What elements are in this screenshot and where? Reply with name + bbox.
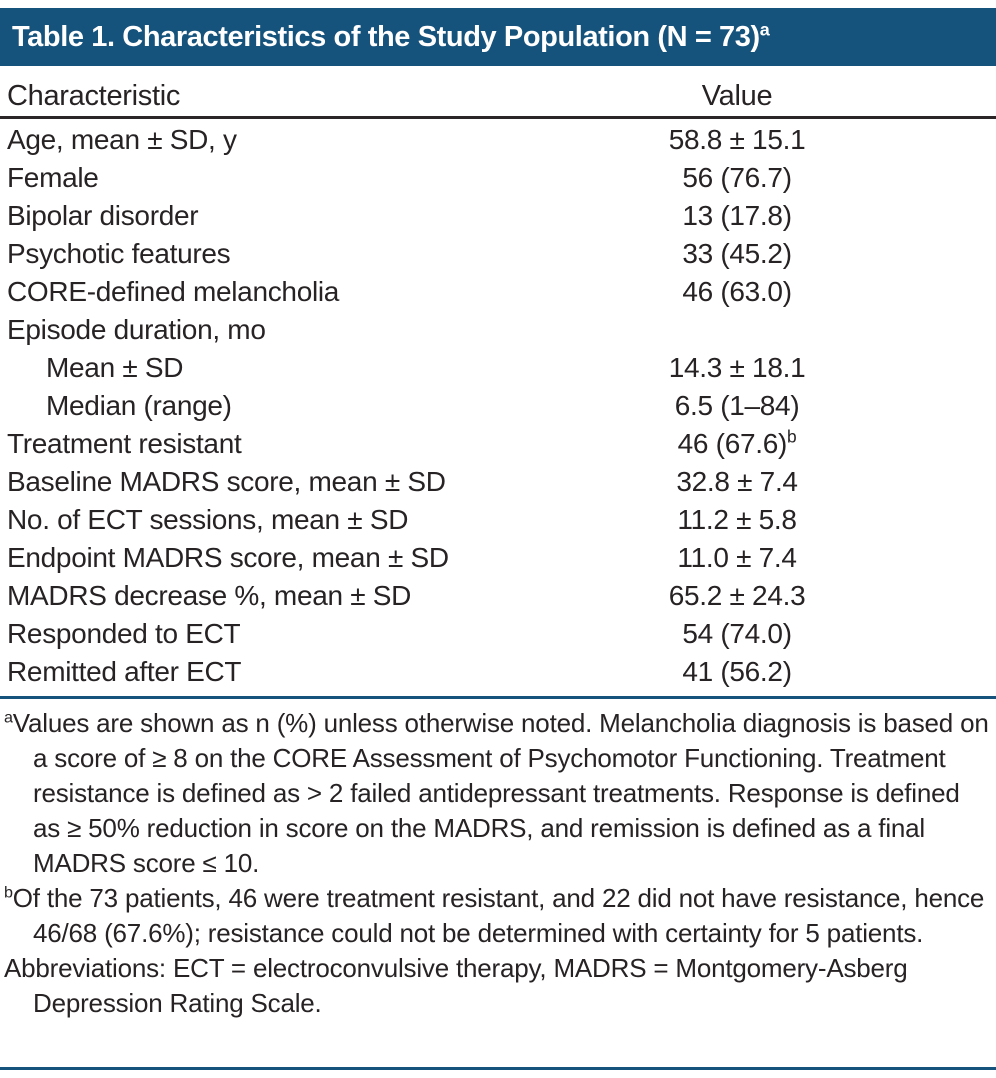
- footnote-marker: a: [4, 708, 13, 727]
- footnote-a: aValues are shown as n (%) unless otherw…: [4, 708, 989, 878]
- row-value: 54 (74.0): [682, 618, 792, 649]
- row-value: 65.2 ± 24.3: [668, 580, 806, 611]
- row-value: 46 (67.6)b: [677, 426, 797, 459]
- row-value: 33 (45.2): [682, 238, 792, 269]
- table-row: Episode duration, mo: [0, 311, 996, 349]
- row-value: 46 (63.0): [682, 276, 792, 307]
- table-title: Table 1. Characteristics of the Study Po…: [12, 21, 760, 53]
- table-body: Age, mean ± SD, y 58.8 ± 15.1 Female 56 (76…: [0, 121, 996, 691]
- row-value: 11.2 ± 5.8: [677, 504, 797, 535]
- column-header-value: Value: [701, 79, 773, 112]
- table-row: Psychotic features 33 (45.2): [0, 235, 996, 273]
- table-row: Treatment resistant 46 (67.6)b: [0, 425, 996, 463]
- table-row: Baseline MADRS score, mean ± SD 32.8 ± 7.…: [0, 463, 996, 501]
- footnotes: aValues are shown as n (%) unless otherw…: [4, 706, 992, 1021]
- table-title-footnote-marker: a: [759, 19, 770, 40]
- column-header-characteristic: Characteristic: [7, 79, 181, 112]
- row-label: Endpoint MADRS score, mean ± SD: [7, 542, 449, 573]
- bottom-border: [0, 1067, 996, 1070]
- abbreviations-note: Abbreviations: ECT = electroconvulsive t…: [4, 953, 908, 1018]
- table-row: Age, mean ± SD, y 58.8 ± 15.1: [0, 121, 996, 159]
- row-label: CORE-defined melancholia: [7, 276, 340, 307]
- row-label: Episode duration, mo: [7, 314, 266, 345]
- row-label: Mean ± SD: [46, 352, 184, 383]
- table-row: Bipolar disorder 13 (17.8): [0, 197, 996, 235]
- row-value: 41 (56.2): [682, 656, 792, 687]
- row-label: Baseline MADRS score, mean ± SD: [7, 466, 446, 497]
- row-value: 32.8 ± 7.4: [676, 466, 798, 497]
- table-row: Responded to ECT 54 (74.0): [0, 615, 996, 653]
- table-row: Remitted after ECT 41 (56.2): [0, 653, 996, 691]
- footnote-b: bOf the 73 patients, 46 were treatment r…: [4, 883, 985, 948]
- row-label: Psychotic features: [7, 238, 231, 269]
- row-label: Bipolar disorder: [7, 200, 199, 231]
- header-divider: [0, 116, 996, 119]
- row-value: 58.8 ± 15.1: [668, 124, 806, 155]
- table-row: Female 56 (76.7): [0, 159, 996, 197]
- row-label: Female: [7, 162, 99, 193]
- row-value: 6.5 (1–84): [674, 390, 800, 421]
- row-label: MADRS decrease %, mean ± SD: [7, 580, 412, 611]
- row-label: Responded to ECT: [7, 618, 241, 649]
- row-label: No. of ECT sessions, mean ± SD: [7, 504, 409, 535]
- row-value: 56 (76.7): [682, 162, 792, 193]
- table-row: Median (range) 6.5 (1–84): [0, 387, 996, 425]
- column-header-row: Characteristic Value: [0, 76, 996, 116]
- footnote-divider: [0, 696, 996, 699]
- footnote-marker: b: [4, 883, 13, 902]
- row-label: Age, mean ± SD, y: [7, 124, 237, 155]
- table-row: Mean ± SD 14.3 ± 18.1: [0, 349, 996, 387]
- row-label: Median (range): [46, 390, 232, 421]
- row-value: 11.0 ± 7.4: [677, 542, 797, 573]
- table-caption-bar: Table 1. Characteristics of the Study Po…: [0, 8, 996, 66]
- row-label: Remitted after ECT: [7, 656, 242, 687]
- row-value: 14.3 ± 18.1: [668, 352, 806, 383]
- table-row: CORE-defined melancholia 46 (63.0): [0, 273, 996, 311]
- table-row: No. of ECT sessions, mean ± SD 11.2 ± 5.8: [0, 501, 996, 539]
- row-value: 13 (17.8): [682, 200, 792, 231]
- table-row: Endpoint MADRS score, mean ± SD 11.0 ± 7.…: [0, 539, 996, 577]
- footnote-marker: b: [787, 426, 797, 447]
- table-row: MADRS decrease %, mean ± SD 65.2 ± 24.3: [0, 577, 996, 615]
- row-label: Treatment resistant: [7, 428, 242, 459]
